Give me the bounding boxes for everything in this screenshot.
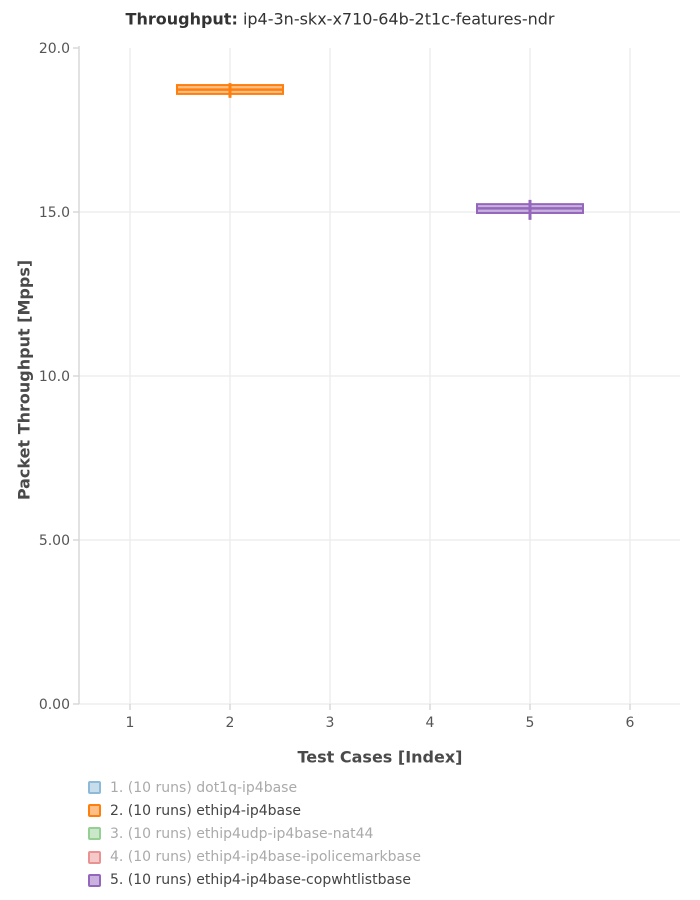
- x-tick-label: 4: [426, 715, 435, 731]
- legend-label: 1. (10 runs) dot1q-ip4base: [110, 779, 298, 796]
- box-trace-5[interactable]: [476, 199, 584, 220]
- legend-label: 4. (10 runs) ethip4-ip4base-ipolicemarkb…: [110, 849, 421, 866]
- y-tick-label: 15.0: [39, 205, 70, 221]
- y-tick-label: 20.0: [39, 41, 70, 57]
- legend-marker-icon: [88, 850, 101, 864]
- legend-label: 3. (10 runs) ethip4udp-ip4base-nat44: [110, 825, 374, 842]
- y-tick-label: 10.0: [39, 369, 70, 385]
- legend-item-1[interactable]: 1. (10 runs) dot1q-ip4base: [88, 776, 421, 799]
- legend-item-3[interactable]: 3. (10 runs) ethip4udp-ip4base-nat44: [88, 822, 421, 845]
- legend-label: 5. (10 runs) ethip4-ip4base-copwhtlistba…: [110, 872, 411, 889]
- x-tick-label: 1: [126, 715, 135, 731]
- y-tick-label: 5.00: [39, 533, 70, 549]
- plot-area[interactable]: 0.00 5.00 10.0 15.0 20.0 1 2 3 4 5 6: [0, 0, 700, 780]
- x-tick-label: 6: [626, 715, 635, 731]
- legend-item-4[interactable]: 4. (10 runs) ethip4-ip4base-ipolicemarkb…: [88, 846, 421, 869]
- legend-marker-icon: [88, 827, 101, 841]
- legend-label: 2. (10 runs) ethip4-ip4base: [110, 802, 302, 819]
- chart-title-text: ip4-3n-skx-x710-64b-2t1c-features-ndr: [242, 9, 555, 29]
- chart-title-prefix: Throughput:: [125, 9, 238, 29]
- legend-item-2[interactable]: 2. (10 runs) ethip4-ip4base: [88, 799, 421, 822]
- chart-legend: 1. (10 runs) dot1q-ip4base 2. (10 runs) e…: [88, 776, 421, 892]
- y-tick-label: 0.00: [39, 697, 70, 713]
- x-axis-title: Test Cases [Index]: [297, 747, 463, 767]
- x-tick-label: 2: [226, 715, 235, 731]
- x-tick-label: 3: [326, 715, 335, 731]
- legend-item-5[interactable]: 5. (10 runs) ethip4-ip4base-copwhtlistba…: [88, 869, 421, 892]
- legend-marker-icon: [88, 781, 101, 795]
- box-trace-2[interactable]: [176, 83, 284, 98]
- legend-marker-icon: [88, 873, 101, 887]
- legend-marker-icon: [88, 804, 101, 818]
- chart-title: Throughput: ip4-3n-skx-x710-64b-2t1c-fea…: [126, 10, 555, 29]
- x-tick-label: 5: [526, 715, 535, 731]
